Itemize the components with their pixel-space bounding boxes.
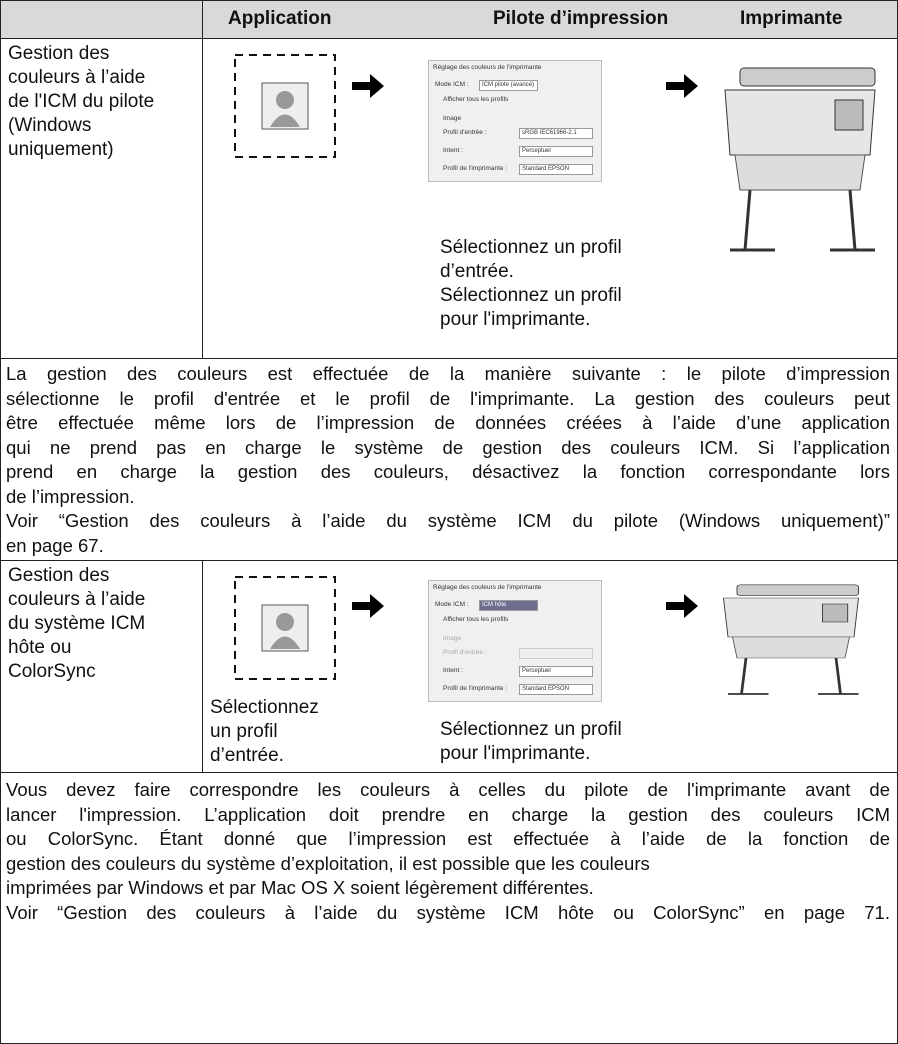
text-line: sélectionne le profil d'entrée et le pro… [6,387,890,409]
dialog-screenshot: Réglage des couleurs de l'imprimante Mod… [428,60,602,182]
text-line: être effectuée même lors de l’impression… [6,412,890,433]
dialog-field: ICM hôte [479,600,538,611]
dialog-text: Réglage des couleurs de l'imprimante [433,584,542,591]
rule [0,772,898,773]
dialog-text: Mode ICM : [435,601,469,608]
header-driver: Pilote d’impression [493,8,669,29]
text-line: Sélectionnez un profil [440,285,622,306]
arrow [352,594,384,618]
dialog-text: Afficher tous les profils [443,96,509,103]
text-line: de l'ICM du pilote [8,91,155,112]
arrow [666,594,698,618]
rule [202,560,203,772]
text-line: du système ICM [8,613,146,634]
text-line: Voir “Gestion des couleurs à l’aide du s… [6,510,890,531]
dialog-text: Afficher tous les profils [443,616,509,623]
app-caption: Sélectionnez un profil d’entrée. [210,696,319,768]
text-line: Sélectionnez un profil [440,237,622,258]
dialog-text: Image [443,635,462,642]
dialog-field: Standard EPSON [519,684,593,695]
dialog-text: Réglage des couleurs de l'imprimante [433,64,542,71]
text-line: d’entrée. [440,261,514,282]
text-line: d’entrée. [210,745,284,766]
text-line: uniquement) [8,139,114,160]
text-line: gestion des couleurs du système d’exploi… [6,852,650,874]
text-line: Vous devez faire correspondre les couleu… [6,779,890,800]
dialog-field: ICM pilote (avancé) [479,80,538,91]
rule [202,0,203,358]
text-line: hôte ou [8,637,72,658]
rule [0,38,898,39]
dialog-text: Profil d'entrée : [443,129,487,136]
text-line: un profil [210,721,278,742]
paragraph: La gestion des couleurs est effectuée de… [6,362,890,558]
header-printer: Imprimante [740,8,843,29]
text-line: lancer l'impression. L’application doit … [6,803,890,825]
dialog-field [519,648,593,659]
driver-caption: Sélectionnez un profil d’entrée. Sélecti… [440,236,622,332]
text-line: Gestion des [8,565,110,586]
dialog-field: Perceptuel [519,146,593,157]
row-label: Gestion des couleurs à l’aide de l'ICM d… [8,42,154,162]
arrow [666,74,698,98]
row-label: Gestion des couleurs à l’aide du système… [8,564,145,684]
dialog-text: Intent : [443,667,463,674]
text-line: couleurs à l’aide [8,67,146,88]
dialog-text: Profil de l'imprimante : [443,165,508,172]
text-line: ou ColorSync. Étant donné que l’impressi… [6,828,890,849]
text-line: prend en charge la gestion des couleurs,… [6,461,890,482]
paragraph: Vous devez faire correspondre les couleu… [6,778,890,925]
text-line: pour l'imprimante. [440,743,591,764]
text-line: en page 67. [6,534,104,556]
dialog-field: Perceptuel [519,666,593,677]
text-line: La gestion des couleurs est effectuée de… [6,363,890,384]
text-line: Sélectionnez [210,697,319,718]
dialog-text: Profil de l'imprimante : [443,685,508,692]
text-line: Voir “Gestion des couleurs à l’aide du s… [6,901,890,923]
dialog-screenshot: Réglage des couleurs de l'imprimante Mod… [428,580,602,702]
header-application: Application [228,8,332,29]
printer-image [724,67,876,252]
printer-image [723,584,859,695]
text-line: couleurs à l’aide [8,589,146,610]
dialog-text: Mode ICM : [435,81,469,88]
dialog-text: Profil d'entrée : [443,649,487,656]
dialog-text: Image [443,115,462,122]
text-line: ColorSync [8,661,96,682]
text-line: Gestion des [8,43,110,64]
text-line: pour l'imprimante. [440,309,591,330]
arrow [352,74,384,98]
text-line: imprimées par Windows et par Mac OS X so… [6,877,594,898]
app-icon [234,576,336,680]
driver-caption: Sélectionnez un profil pour l'imprimante… [440,718,622,766]
rule [0,0,898,1]
header-bg [0,0,898,38]
rule [0,560,898,561]
dialog-field: sRGB IEC61966-2.1 [519,128,593,139]
text-line: Sélectionnez un profil [440,719,622,740]
rule [0,0,1,1044]
text-line: (Windows [8,115,92,136]
dialog-text: Intent : [443,147,463,154]
text-line: qui ne prend pas en charge le système de… [6,436,890,458]
rule [0,358,898,359]
app-icon [234,54,336,158]
text-line: de l’impression. [6,485,135,507]
dialog-field: Standard EPSON [519,164,593,175]
